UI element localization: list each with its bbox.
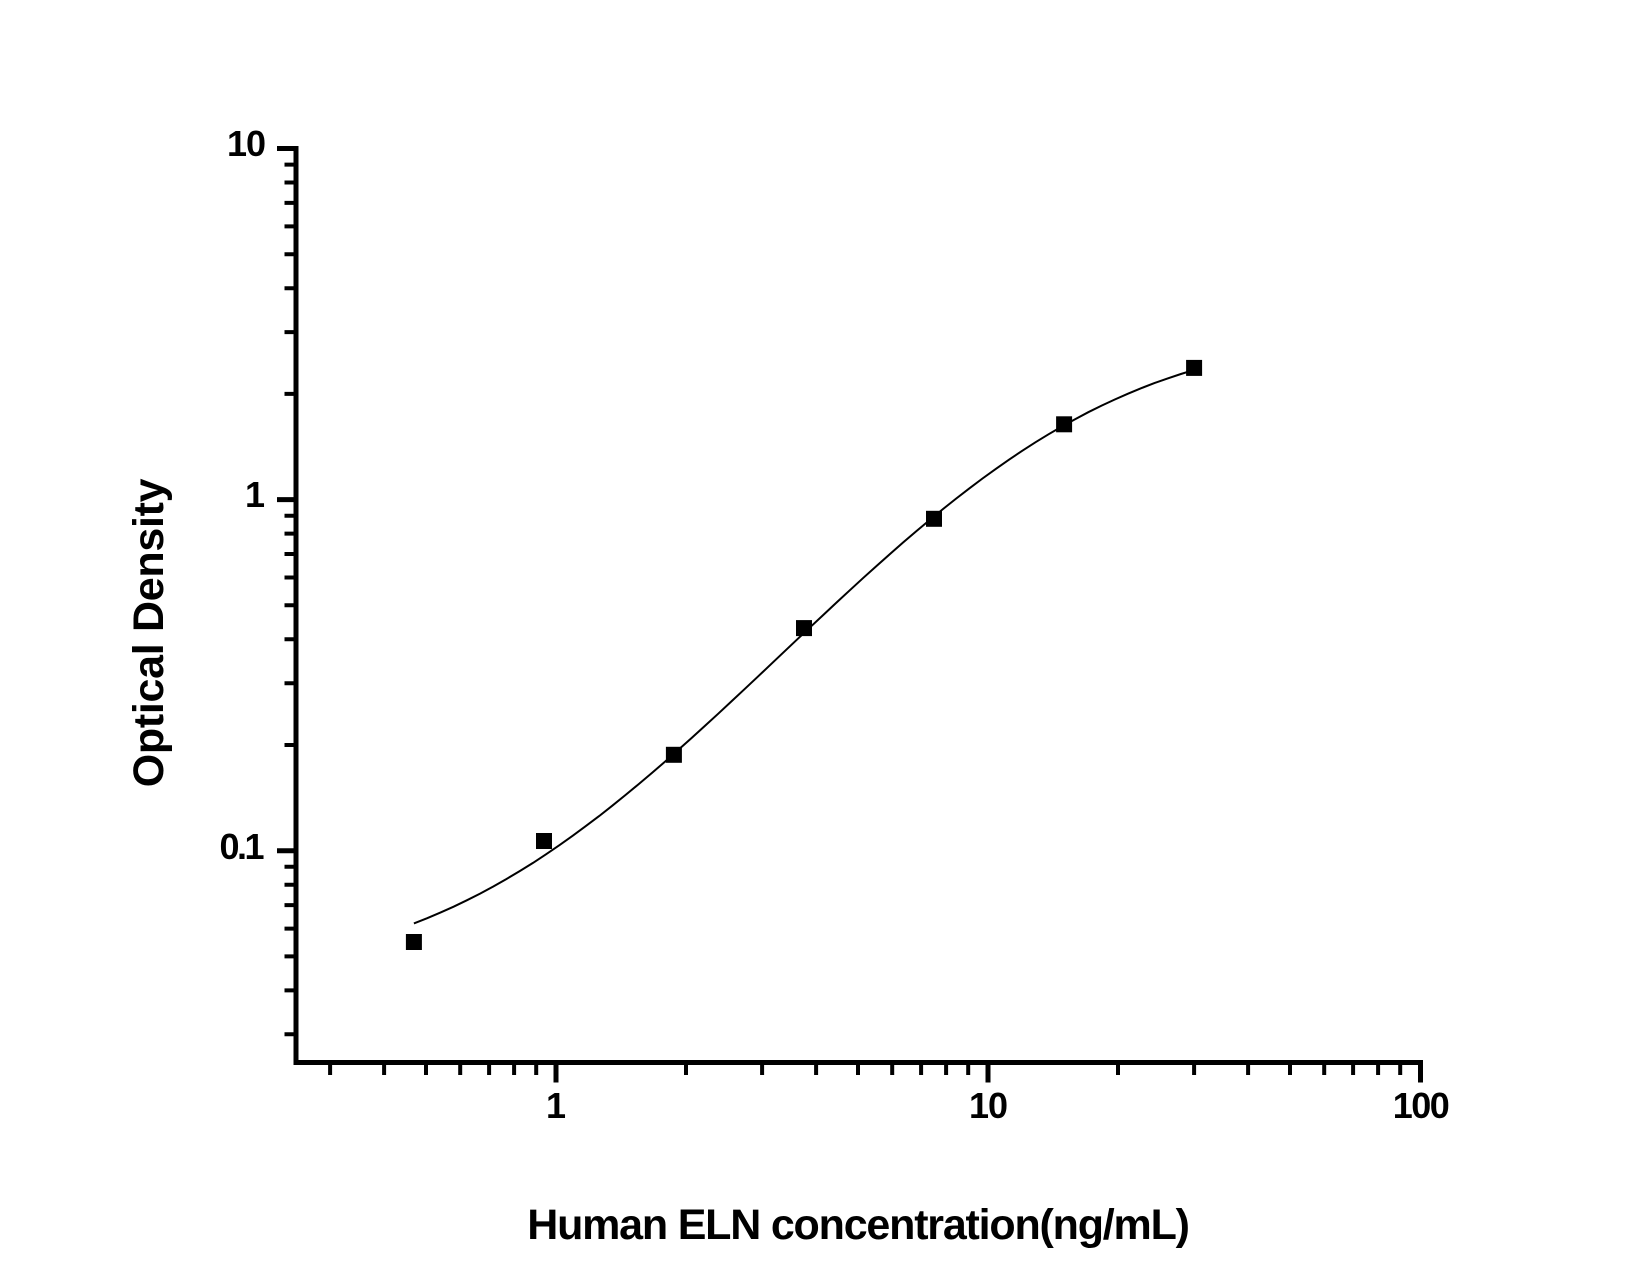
- svg-text:10: 10: [969, 1085, 1007, 1126]
- svg-text:10: 10: [227, 123, 265, 164]
- svg-text:1: 1: [245, 474, 265, 515]
- svg-text:0.1: 0.1: [219, 826, 264, 867]
- svg-text:Human ELN concentration(ng/mL): Human ELN concentration(ng/mL): [527, 1201, 1189, 1249]
- svg-text:1: 1: [546, 1085, 566, 1126]
- svg-text:100: 100: [1393, 1085, 1449, 1126]
- svg-text:Optical Density: Optical Density: [125, 478, 173, 787]
